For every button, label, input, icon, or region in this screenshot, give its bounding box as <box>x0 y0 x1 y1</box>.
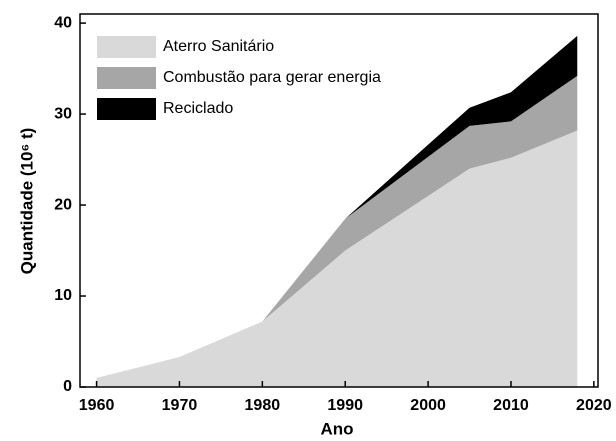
plot-frame <box>79 13 599 388</box>
legend-swatch <box>97 98 156 120</box>
y-tick-label: 40 <box>54 14 72 31</box>
area <box>96 130 578 387</box>
legend-label: Aterro Sanitário <box>163 38 274 55</box>
area <box>96 35 578 378</box>
x-tick-label: 2000 <box>410 397 446 414</box>
y-axis-label: Quantidade (10⁶ t) <box>17 128 36 275</box>
legend-label: Reciclado <box>163 100 233 117</box>
y-tick-label: 30 <box>54 105 72 122</box>
x-tick-label: 2010 <box>493 397 529 414</box>
x-tick-label: 1980 <box>245 397 281 414</box>
legend-swatch <box>97 36 156 58</box>
y-tick-label: 20 <box>54 196 72 213</box>
area <box>96 75 578 378</box>
legend-swatch <box>97 67 156 89</box>
y-tick-label: 10 <box>54 287 72 304</box>
x-tick-label: 1960 <box>79 397 115 414</box>
y-tick-label: 0 <box>63 378 72 395</box>
x-tick-label: 2020 <box>576 397 612 414</box>
x-tick-label: 1990 <box>327 397 363 414</box>
legend-label: Combustão para gerar energia <box>163 69 381 86</box>
x-tick-label: 1970 <box>162 397 198 414</box>
x-axis-label: Ano <box>320 419 353 438</box>
